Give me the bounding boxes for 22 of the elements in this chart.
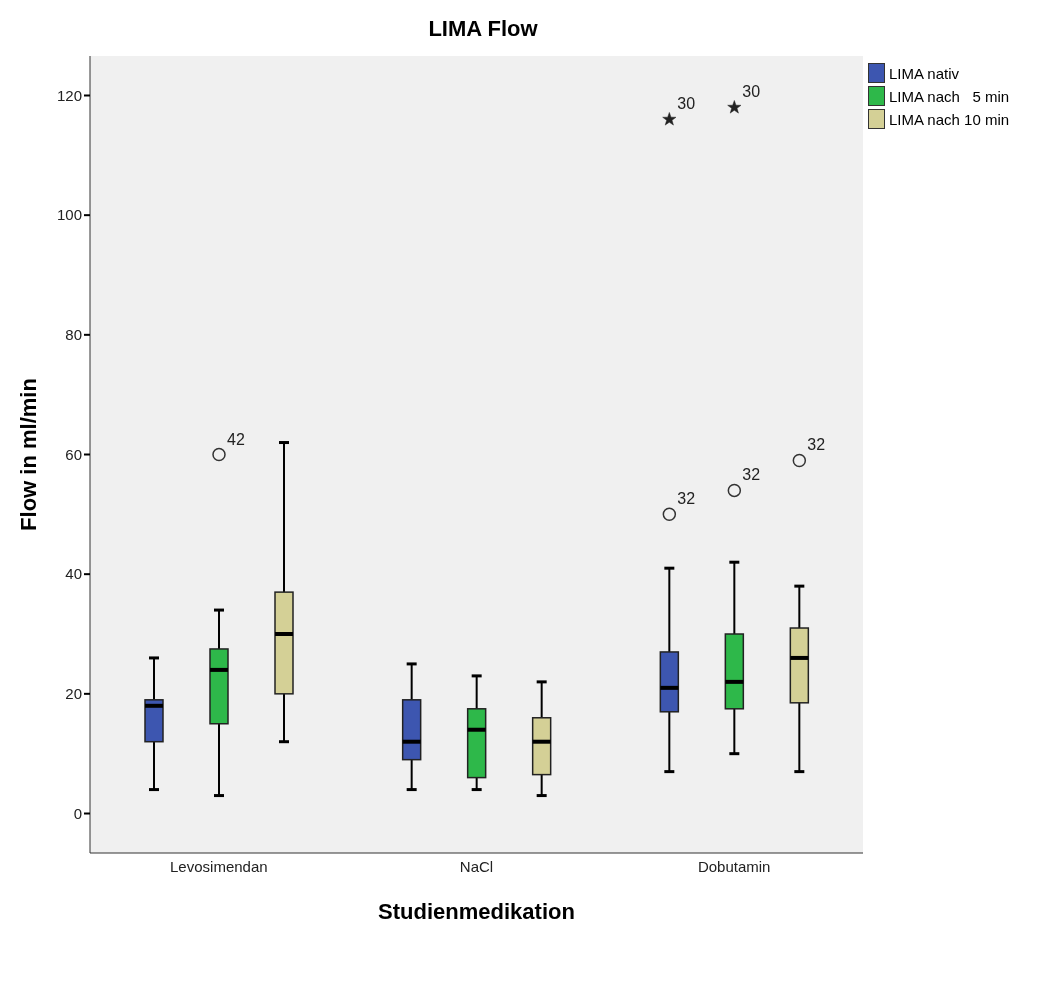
chart-title: LIMA Flow [427,16,539,42]
y-tick-label: 40 [65,565,82,583]
y-tick-label: 20 [65,685,82,703]
annotation: 30 [677,95,696,113]
legend-label: LIMA nativ [889,64,960,82]
x-tick-label: NaCl [459,857,494,875]
x-tick-label: Levosimendan [170,857,268,875]
y-tick-label: 60 [65,445,82,463]
x-tick-label: Dobutamin [697,857,771,875]
y-tick-label: 100 [56,206,82,224]
legend-label: LIMA nach 10 min [889,110,1010,128]
annotation: 32 [677,490,696,508]
legend-label: LIMA nach 5 min [889,87,1010,105]
y-tick-label: 80 [65,326,82,344]
y-tick-label: 120 [56,86,82,104]
x-axis-title: Studienmedikation [378,899,575,924]
annotation: 32 [742,466,761,484]
y-tick-label: 0 [73,804,82,822]
annotation: 30 [742,83,761,101]
y-axis-title: Flow in ml/min [15,378,41,531]
annotation: 32 [807,436,826,454]
annotation: 42 [227,430,245,448]
